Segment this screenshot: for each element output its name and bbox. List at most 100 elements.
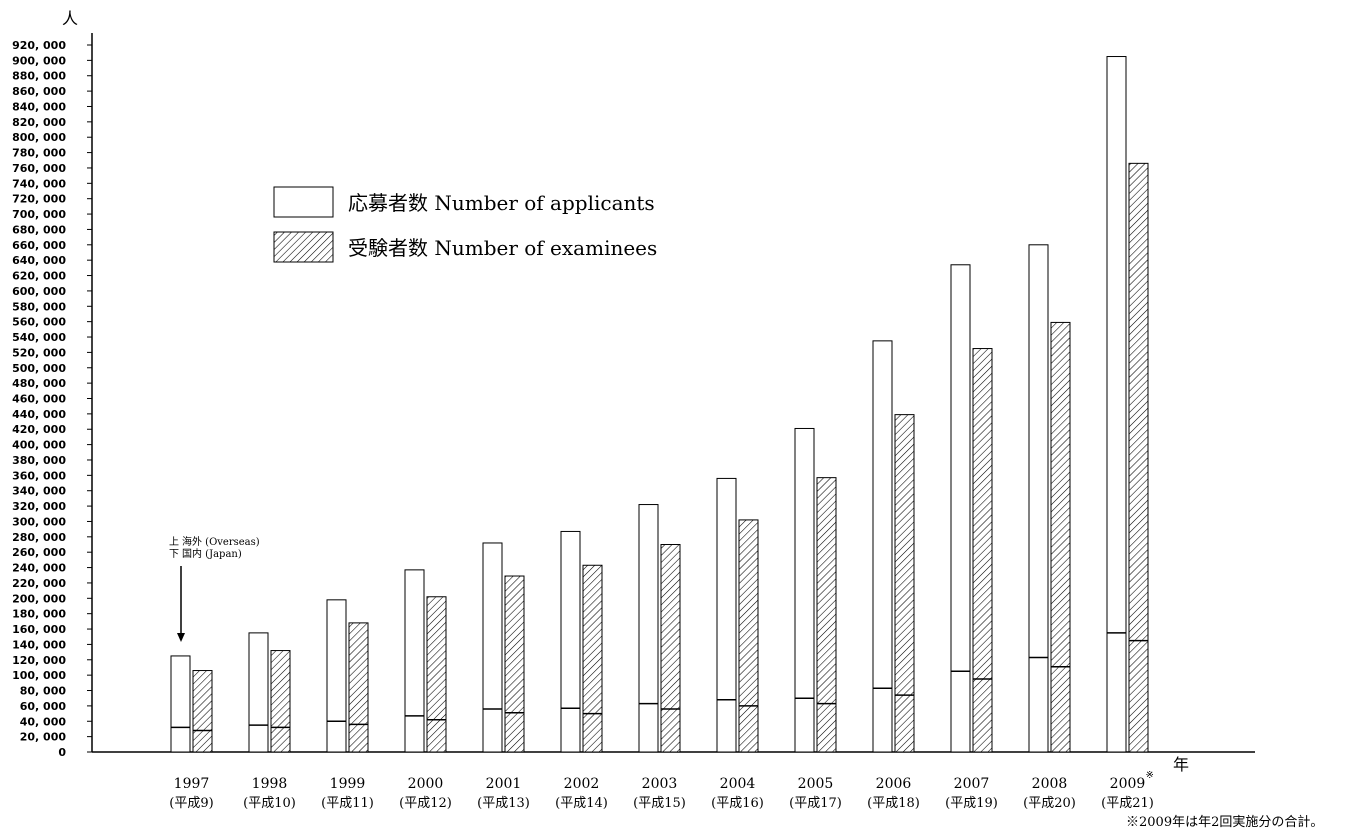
y-tick-label: 840, 000 <box>12 100 66 113</box>
bar-applicants <box>326 599 347 753</box>
y-tick-label: 60, 000 <box>20 700 67 713</box>
annotation-upper-text: 海外 (Overseas) <box>182 535 260 548</box>
y-tick-label: 220, 000 <box>12 577 66 590</box>
y-tick-label: 680, 000 <box>12 223 66 236</box>
y-tick-label: 660, 000 <box>12 239 66 252</box>
y-tick-label: 620, 000 <box>12 270 66 283</box>
y-tick-label: 80, 000 <box>20 685 67 698</box>
y-tick-label: 600, 000 <box>12 285 66 298</box>
x-tick-era: (平成14) <box>555 796 608 811</box>
bar-examinees <box>816 477 837 753</box>
x-axis-labels: 1997 (平成9) 1998 (平成10) 1999 (平成11) 2000 (平成12) 2… <box>169 770 1154 811</box>
y-tick-label: 480, 000 <box>12 377 66 390</box>
y-tick-label: 800, 000 <box>12 131 66 144</box>
bar-examinees <box>894 414 915 753</box>
legend-label-examinees: 受験者数 Number of examinees <box>348 236 657 260</box>
bar-examinees <box>972 348 993 753</box>
y-tick-label: 780, 000 <box>12 147 66 160</box>
x-tick-era: (平成9) <box>169 796 213 811</box>
y-tick-label: 160, 000 <box>12 623 66 636</box>
x-tick-year: 2004 <box>720 776 756 792</box>
y-tick-label: 820, 000 <box>12 116 66 129</box>
y-tick-label: 340, 000 <box>12 485 66 498</box>
x-tick-era: (平成21) <box>1101 796 1154 811</box>
y-tick-label: 760, 000 <box>12 162 66 175</box>
y-tick-label: 100, 000 <box>12 669 66 682</box>
y-tick-label: 140, 000 <box>12 638 66 651</box>
y-tick-label: 580, 000 <box>12 300 66 313</box>
y-tick-label: 280, 000 <box>12 531 66 544</box>
y-tick-label: 460, 000 <box>12 393 66 406</box>
bar-examinees <box>504 575 525 753</box>
y-tick-label: 500, 000 <box>12 362 66 375</box>
y-tick-label: 40, 000 <box>20 715 67 728</box>
legend: 応募者数 Number of applicants 受験者数 Number of… <box>273 186 657 263</box>
x-tick-era: (平成17) <box>789 796 842 811</box>
y-tick-label: 120, 000 <box>12 654 66 667</box>
x-tick-era: (平成11) <box>321 796 374 811</box>
y-tick-label: 900, 000 <box>12 54 66 67</box>
bar-examinees <box>270 650 291 753</box>
y-tick-label: 180, 000 <box>12 608 66 621</box>
bar-examinees <box>348 622 369 753</box>
x-tick-year: 2002 <box>564 776 600 792</box>
annotation-upper-marker: 上 <box>169 536 179 548</box>
y-tick-label: 200, 000 <box>12 592 66 605</box>
bar-examinees <box>1128 162 1149 753</box>
y-tick-label: 640, 000 <box>12 254 66 267</box>
y-tick-label: 560, 000 <box>12 316 66 329</box>
bar-applicants <box>560 530 581 753</box>
y-tick-label: 860, 000 <box>12 85 66 98</box>
y-tick-label: 420, 000 <box>12 423 66 436</box>
x-unit-label: 年 <box>1173 755 1189 774</box>
bar-applicants <box>716 477 737 753</box>
bar-applicants <box>1106 56 1127 753</box>
x-tick-year: 2000 <box>408 776 444 792</box>
x-tick-year: 2001 <box>486 776 522 792</box>
y-tick-label: 260, 000 <box>12 546 66 559</box>
y-tick-label: 880, 000 <box>12 70 66 83</box>
y-tick-label: 320, 000 <box>12 500 66 513</box>
annotation-lower-marker: 下 <box>169 549 179 560</box>
y-tick-label: 720, 000 <box>12 193 66 206</box>
y-tick-label: 360, 000 <box>12 469 66 482</box>
y-tick-label: 920, 000 <box>12 39 66 52</box>
bar-examinees <box>582 564 603 753</box>
x-tick-era: (平成10) <box>243 796 296 811</box>
y-tick-label: 0 <box>58 746 66 759</box>
annotation-arrow-head <box>177 633 185 642</box>
bar-applicants <box>638 504 659 753</box>
y-tick-label: 240, 000 <box>12 562 66 575</box>
bar-examinees <box>1050 321 1071 753</box>
bar-examinees <box>426 596 447 753</box>
x-tick-year: 1999 <box>330 776 366 792</box>
x-tick-year: 2003 <box>642 776 678 792</box>
bar-applicants <box>248 632 269 753</box>
x-tick-year-mark: ※ <box>1146 770 1154 781</box>
legend-label-applicants: 応募者数 Number of applicants <box>348 191 655 215</box>
x-tick-era: (平成16) <box>711 796 764 811</box>
bars-layer <box>170 56 1149 753</box>
footnote: ※2009年は年2回実施分の合計。 <box>1126 814 1323 830</box>
x-tick-year: 2009 <box>1110 776 1146 792</box>
x-tick-year: 1997 <box>174 776 210 792</box>
bar-applicants <box>482 542 503 753</box>
x-tick-era: (平成20) <box>1023 796 1076 811</box>
y-tick-label: 400, 000 <box>12 439 66 452</box>
bar-applicants <box>1028 244 1049 753</box>
y-tick-label: 700, 000 <box>12 208 66 221</box>
y-tick-label: 540, 000 <box>12 331 66 344</box>
x-tick-year: 2007 <box>954 776 990 792</box>
bar-examinees <box>192 670 213 753</box>
x-tick-era: (平成18) <box>867 796 920 811</box>
y-tick-label: 300, 000 <box>12 515 66 528</box>
x-tick-year: 2006 <box>876 776 912 792</box>
y-axis-ticks: 0 20, 000 40, 000 60, 000 80, 000 100, 000 120… <box>12 39 92 759</box>
bar-applicants <box>950 264 971 753</box>
bar-applicants <box>794 427 815 753</box>
x-tick-year: 1998 <box>252 776 288 792</box>
y-tick-label: 740, 000 <box>12 177 66 190</box>
bar-examinees <box>738 519 759 753</box>
bar-applicants <box>170 655 191 753</box>
